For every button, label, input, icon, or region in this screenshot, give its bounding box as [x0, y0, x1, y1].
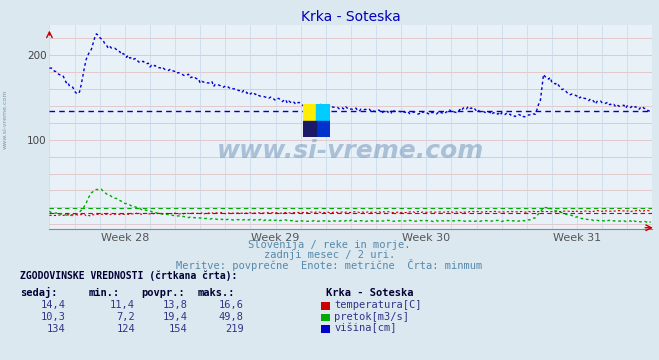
Text: višina[cm]: višina[cm] — [334, 323, 397, 334]
Text: 124: 124 — [117, 324, 135, 334]
Title: Krka - Soteska: Krka - Soteska — [301, 10, 401, 24]
Text: Meritve: povprečne  Enote: metrične  Črta: minmum: Meritve: povprečne Enote: metrične Črta:… — [177, 258, 482, 271]
Bar — [316, 121, 330, 137]
Text: 19,4: 19,4 — [163, 312, 188, 322]
Text: zadnji mesec / 2 uri.: zadnji mesec / 2 uri. — [264, 251, 395, 261]
Bar — [303, 121, 316, 137]
Bar — [303, 104, 316, 121]
Bar — [316, 104, 330, 121]
Text: Slovenija / reke in morje.: Slovenija / reke in morje. — [248, 240, 411, 251]
Text: maks.:: maks.: — [198, 288, 235, 298]
Text: temperatura[C]: temperatura[C] — [334, 300, 422, 310]
Text: 134: 134 — [47, 324, 66, 334]
Text: www.si-vreme.com: www.si-vreme.com — [217, 139, 484, 163]
Text: pretok[m3/s]: pretok[m3/s] — [334, 312, 409, 322]
Text: min.:: min.: — [89, 288, 120, 298]
Text: 7,2: 7,2 — [117, 312, 135, 322]
Text: 16,6: 16,6 — [219, 300, 244, 310]
Text: 10,3: 10,3 — [41, 312, 66, 322]
Text: 219: 219 — [225, 324, 244, 334]
Text: povpr.:: povpr.: — [142, 288, 185, 298]
Text: 49,8: 49,8 — [219, 312, 244, 322]
Text: 154: 154 — [169, 324, 188, 334]
Text: sedaj:: sedaj: — [20, 287, 57, 298]
Text: 14,4: 14,4 — [41, 300, 66, 310]
Text: www.si-vreme.com: www.si-vreme.com — [3, 89, 8, 149]
Text: 11,4: 11,4 — [110, 300, 135, 310]
Text: ZGODOVINSKE VREDNOSTI (črtkana črta):: ZGODOVINSKE VREDNOSTI (črtkana črta): — [20, 270, 237, 281]
Text: 13,8: 13,8 — [163, 300, 188, 310]
Text: Krka - Soteska: Krka - Soteska — [326, 288, 414, 298]
